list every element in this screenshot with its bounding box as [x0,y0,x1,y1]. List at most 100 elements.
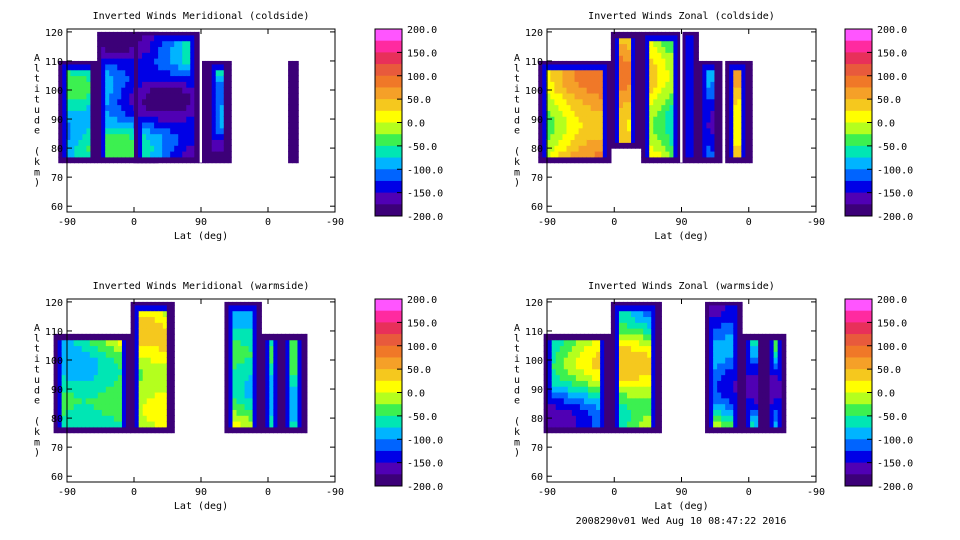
field-cell [211,63,217,71]
field-cell [562,145,568,152]
field-cell [614,421,620,428]
field-cell [713,374,718,381]
field-cell [215,139,221,146]
field-cell [205,104,209,111]
field-cell [228,380,234,387]
field-cell [600,415,605,422]
field-cell [631,136,636,143]
field-cell [618,90,624,97]
field-cell [717,333,722,341]
field-cell [85,374,91,381]
field-cell [162,46,167,53]
field-cell [77,362,83,370]
field-cell [567,351,573,358]
field-cell [260,316,262,323]
field-cell [236,403,242,410]
field-cell [69,368,75,376]
field-cell [698,98,703,106]
field-cell [158,151,163,158]
field-cell [138,98,143,106]
field-cell [146,301,152,306]
field-cell [677,156,683,164]
field-cell [201,92,206,100]
field-cell [635,391,640,399]
field-cell [558,110,564,117]
field-cell [166,345,172,352]
field-cell [635,43,640,50]
field-cell [182,133,187,140]
field-cell [252,310,258,318]
field-cell [554,98,560,106]
field-cell [600,386,605,393]
field-cell [166,316,172,323]
field-cell [677,145,683,152]
field-cell [158,328,164,335]
field-cell [592,333,597,341]
field-cell [224,409,230,416]
field-cell [301,351,307,358]
field-cell [292,98,297,106]
field-cell [563,362,569,370]
field-cell [232,310,238,318]
field-cell [627,31,632,39]
field-cell [190,75,195,82]
field-cell [550,87,555,94]
field-cell [555,403,561,410]
field-cell [653,46,658,53]
field-cell [265,415,270,422]
field-cell [134,46,139,53]
field-cell [677,127,683,135]
field-cell [635,386,640,393]
field-cell [166,31,171,36]
field-cell [74,127,79,135]
field-cell [178,139,183,146]
field-cell [62,92,67,100]
field-cell [296,151,299,158]
field-cell [174,139,179,146]
field-cell [559,397,565,405]
field-cell [579,380,585,387]
field-cell [86,75,92,82]
field-cell [129,357,132,364]
field-cell [101,403,107,410]
field-cell [134,40,139,48]
field-cell [125,98,130,106]
field-cell [627,90,632,97]
field-cell [129,409,132,416]
field-cell [749,151,753,158]
field-cell [698,116,703,123]
field-cell [614,31,620,39]
field-cell [733,310,738,318]
field-cell [673,75,679,82]
field-cell [273,421,278,428]
field-cell [89,368,95,376]
field-cell [610,66,616,74]
field-cell [649,116,654,123]
field-cell [150,127,155,135]
field-cell [90,75,96,82]
field-cell [596,426,601,434]
field-cell [555,345,561,352]
field-cell [265,368,270,376]
field-cell [162,403,168,410]
field-cell [681,52,687,59]
field-cell [142,310,148,318]
field-cell [693,58,699,65]
field-cell [582,156,588,164]
field-cell [741,403,743,410]
field-cell [130,301,136,306]
field-cell [563,368,569,376]
field-cell [590,63,596,71]
field-cell [142,403,148,410]
field-cell [105,87,110,94]
field-cell [725,351,730,358]
field-cell [269,426,274,434]
field-cell [109,380,115,387]
field-cell [610,386,616,393]
field-cell [693,92,699,100]
field-cell [685,31,691,36]
field-cell [737,145,742,152]
field-cell [248,304,254,312]
colorbar-segment [845,322,872,335]
x-tick-label: -90 [326,487,344,498]
